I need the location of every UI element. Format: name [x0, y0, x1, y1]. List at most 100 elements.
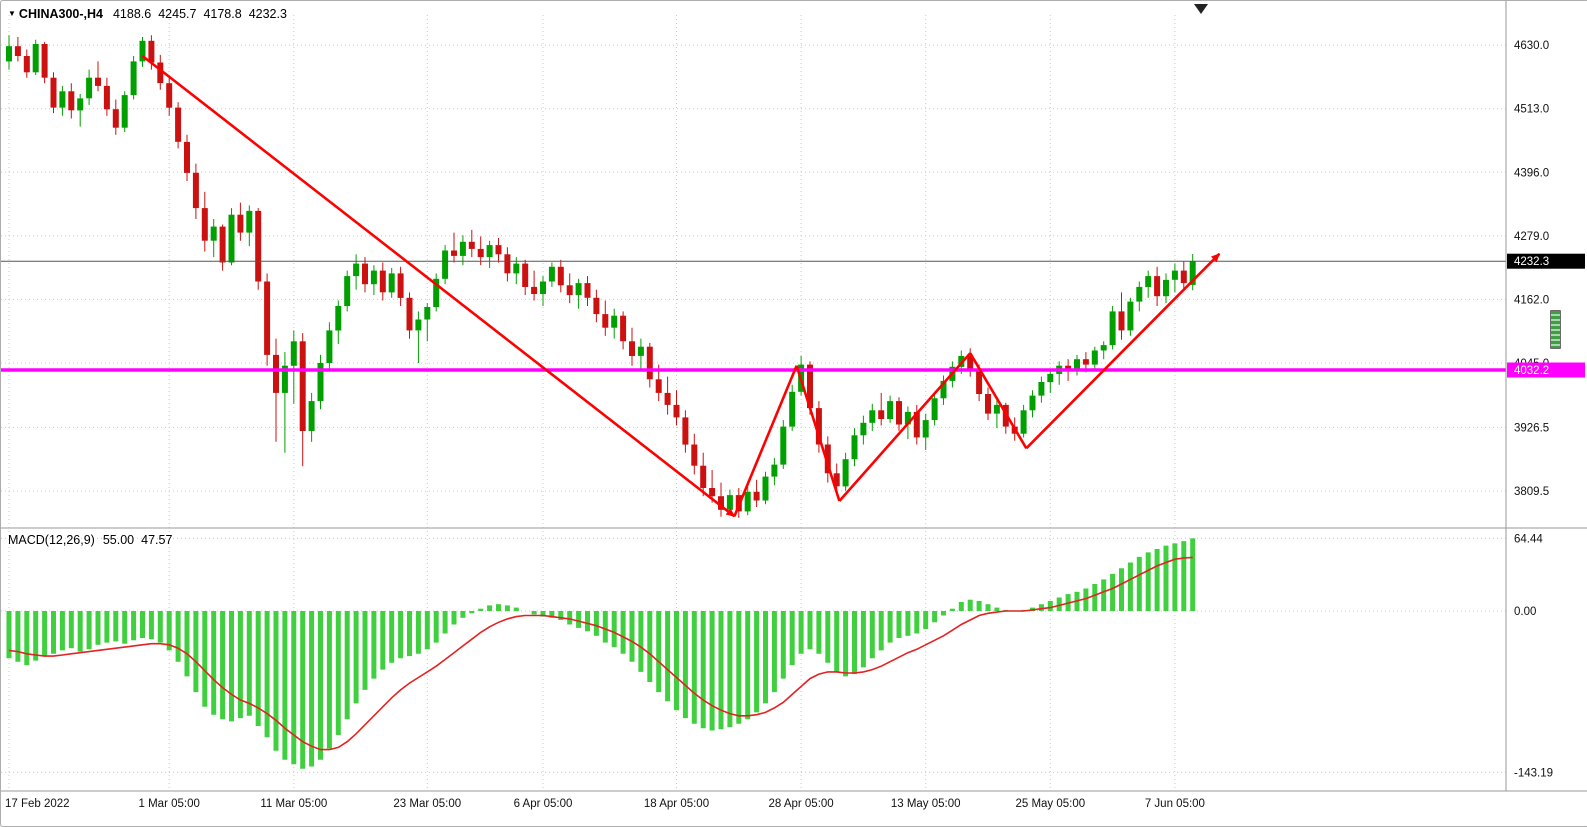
trend-arrow[interactable] [795, 365, 841, 502]
candle-body [1154, 276, 1161, 297]
quote-low: 4178.8 [203, 7, 242, 21]
time-tick-label: 28 Apr 05:00 [768, 798, 833, 810]
trend-arrow[interactable] [141, 54, 736, 518]
candle-body [317, 363, 324, 401]
candle-body [139, 40, 146, 62]
candle-body [397, 273, 404, 298]
quote-high: 4245.7 [158, 7, 197, 21]
time-tick-label: 6 Apr 05:00 [514, 798, 573, 810]
candle-body [976, 368, 983, 394]
candle-body [691, 444, 698, 466]
candle-body [299, 341, 306, 431]
candle-body [807, 364, 813, 409]
price-tick-label: 3926.5 [1514, 422, 1549, 434]
candle-body [201, 208, 208, 241]
candle-body [780, 426, 787, 465]
macd-tick-label: 0.00 [1514, 606, 1536, 618]
trend-arrow[interactable] [1025, 252, 1221, 450]
time-tick-label: 25 May 05:00 [1015, 798, 1085, 810]
candle-body [904, 411, 911, 425]
candle-body [993, 404, 1000, 414]
price-tick-label: 3809.5 [1514, 486, 1549, 498]
chart-shift-marker[interactable] [1194, 4, 1208, 14]
candle-body [1145, 276, 1152, 287]
candle-body [14, 46, 21, 56]
macd-tick-label: 64.44 [1514, 533, 1543, 545]
candle-body [1029, 395, 1036, 411]
candle-body [629, 341, 635, 356]
time-tick-label: 1 Mar 05:00 [139, 798, 200, 810]
candle-body [789, 391, 796, 427]
candle-body [985, 394, 991, 414]
candle-body [593, 297, 600, 315]
candle-body [878, 410, 885, 419]
price-axis-scroll-thumb[interactable] [1550, 310, 1561, 349]
candle-body [103, 85, 110, 110]
candle-body [522, 263, 529, 287]
candle-body [335, 306, 342, 331]
hline-price-badge-bg [1507, 362, 1585, 378]
candle-body [851, 435, 858, 460]
candle-body [353, 263, 360, 277]
candle-body [566, 285, 573, 296]
symbol-label: CHINA300-,H4 [18, 7, 103, 21]
macd-main-value: 55.00 [102, 533, 135, 547]
candle-body [1074, 359, 1080, 372]
candle-body [1127, 301, 1134, 331]
quote-open: 4188.6 [112, 7, 152, 21]
candle-body [833, 473, 840, 487]
candle-body [424, 307, 431, 320]
symbol-dropdown-icon[interactable]: ▼ [8, 9, 16, 18]
candle-body [940, 380, 947, 399]
candle-body [477, 248, 484, 258]
candle-body [433, 278, 440, 308]
candle-body [1171, 270, 1178, 280]
candle-body [308, 401, 315, 431]
candle-body [228, 214, 235, 263]
candle-body [210, 226, 217, 241]
candle-body [415, 319, 422, 331]
time-tick-label: 7 Jun 05:00 [1145, 798, 1205, 810]
candle-body [1163, 279, 1169, 297]
candle-body [95, 77, 101, 86]
candle-body [370, 270, 377, 285]
macd-signal-line [8, 556, 1193, 751]
candle-body [281, 365, 288, 393]
trend-arrow[interactable] [733, 365, 798, 517]
trend-arrow[interactable] [969, 352, 1028, 449]
candle-body [41, 44, 48, 78]
candle-body [682, 417, 689, 445]
candle-body [584, 283, 591, 298]
candle-body [967, 356, 974, 369]
candle-body [1136, 286, 1143, 302]
candle-body [148, 40, 155, 63]
candle-body [620, 315, 627, 342]
candle-body [655, 379, 662, 393]
price-tick-label: 4162.0 [1514, 294, 1549, 306]
candle-body [602, 314, 609, 328]
candle-body [557, 266, 564, 286]
current-price-badge: 4232.3 [1514, 256, 1549, 268]
candle-body [23, 56, 30, 73]
candle-body [815, 408, 822, 445]
trend-arrow[interactable] [838, 352, 972, 502]
price-tick-label: 4279.0 [1514, 231, 1549, 243]
candle-body [379, 270, 386, 293]
time-tick-label: 17 Feb 2022 [5, 798, 70, 810]
candle-body [824, 444, 831, 474]
chart-title: ▼ CHINA300-,H4 4188.6 4245.7 4178.8 4232.3 [8, 7, 294, 21]
candle-body [157, 62, 164, 84]
time-tick-label: 23 Mar 05:00 [393, 798, 461, 810]
candle-body [1020, 410, 1027, 434]
candle-body [664, 392, 671, 405]
candle-body [495, 245, 502, 255]
candle-body [646, 346, 653, 380]
candle-body [326, 330, 333, 363]
candle-body [718, 496, 724, 510]
candle-body [922, 420, 929, 438]
candle-body [344, 276, 351, 306]
candle-body [6, 46, 12, 62]
candle-body [513, 263, 520, 274]
